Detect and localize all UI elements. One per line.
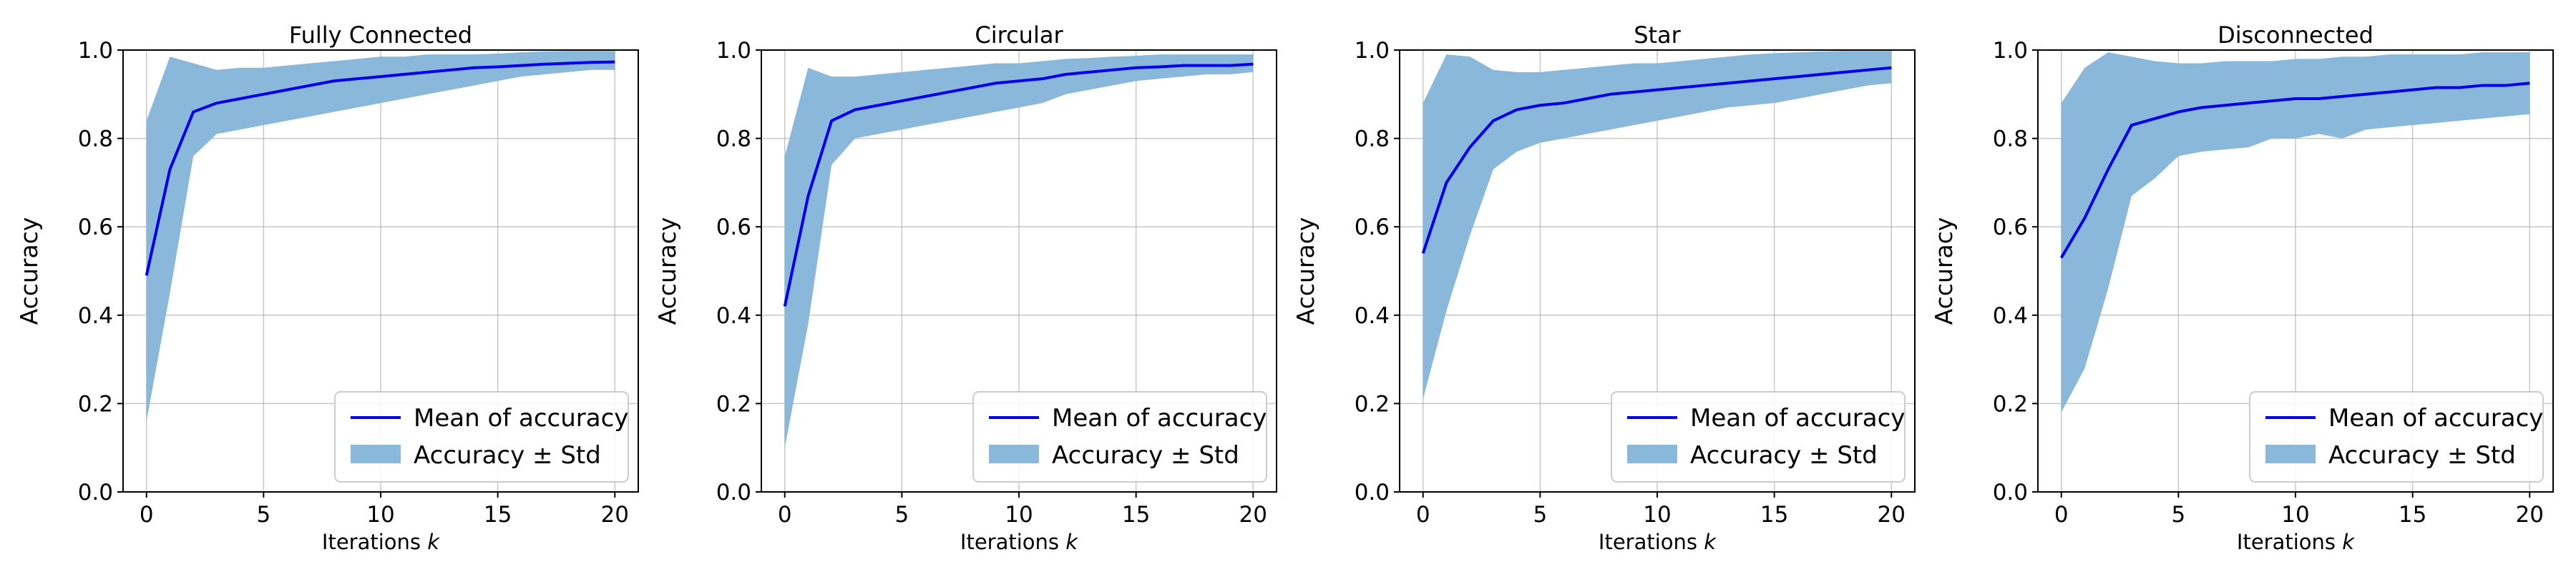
legend-box bbox=[1611, 391, 1906, 483]
x-axis-label: Iterations k bbox=[322, 530, 440, 554]
y-tick-label: 0.6 bbox=[1993, 214, 2028, 240]
chart-panel-1: 0 5 10 15 20 0.0 0.2 0.4 0.6 0.8 1.0 Fully Connecte… bbox=[15, 21, 639, 554]
mean-line bbox=[2060, 82, 2530, 259]
y-tick-label: 0.6 bbox=[78, 214, 113, 240]
x-tick-label: 15 bbox=[2399, 502, 2426, 528]
chart-title: Star bbox=[1634, 21, 1681, 49]
x-tick-label: 5 bbox=[1533, 502, 1547, 528]
legend-box bbox=[972, 391, 1267, 483]
x-tick-label: 10 bbox=[1005, 502, 1033, 528]
legend-band-swatch bbox=[351, 445, 401, 463]
y-tick-label: 0.2 bbox=[716, 391, 751, 417]
y-tick-label: 0.8 bbox=[1993, 127, 2028, 152]
y-tick-label: 0.8 bbox=[78, 127, 113, 152]
std-band bbox=[2061, 52, 2530, 413]
y-tick-label: 0.4 bbox=[78, 303, 113, 329]
chart-title: Fully Connected bbox=[289, 21, 472, 49]
x-tick-label: 5 bbox=[2171, 502, 2185, 528]
x-tick-label: 20 bbox=[1878, 502, 1906, 528]
y-axis-label: Accuracy bbox=[15, 217, 43, 325]
y-tick-label: 0.0 bbox=[716, 480, 751, 506]
y-tick-label: 1.0 bbox=[1993, 38, 2028, 64]
x-tick-label: 5 bbox=[256, 502, 270, 528]
std-band bbox=[146, 51, 615, 422]
y-tick-label: 0.2 bbox=[1993, 391, 2028, 417]
x-tick-label: 10 bbox=[366, 502, 394, 528]
y-tick-label: 1.0 bbox=[716, 38, 751, 64]
mean-line bbox=[1421, 66, 1892, 254]
legend-label-std: Accuracy ± Std bbox=[414, 441, 601, 470]
y-tick-label: 1.0 bbox=[1355, 38, 1390, 64]
legend-label-mean: Mean of accuracy bbox=[414, 404, 628, 433]
y-tick-label: 0.4 bbox=[716, 303, 751, 329]
y-tick-label: 0.2 bbox=[1355, 391, 1390, 417]
y-tick-label: 0.8 bbox=[1355, 127, 1390, 152]
legend-band-swatch bbox=[2265, 445, 2316, 463]
chart-panel-4: 0 5 10 15 20 0.0 0.2 0.4 0.6 0.8 1.0 Disconnected It… bbox=[1930, 21, 2554, 554]
mean-line bbox=[145, 60, 615, 276]
chart-panel-2: 0 5 10 15 20 0.0 0.2 0.4 0.6 0.8 1.0 Circular Iterat… bbox=[653, 21, 1277, 554]
legend-label-std: Accuracy ± Std bbox=[1690, 441, 1878, 470]
mean-line bbox=[783, 62, 1254, 307]
chart-title: Circular bbox=[975, 21, 1063, 49]
x-tick-label: 15 bbox=[1760, 502, 1788, 528]
legend-label-std: Accuracy ± Std bbox=[2328, 441, 2516, 470]
legend-label-mean: Mean of accuracy bbox=[1052, 404, 1267, 433]
std-band bbox=[1423, 51, 1892, 400]
x-tick-label: 20 bbox=[601, 502, 629, 528]
x-axis-label: Iterations k bbox=[1599, 530, 1717, 554]
x-tick-label: 15 bbox=[1122, 502, 1150, 528]
x-tick-label: 0 bbox=[778, 502, 792, 528]
y-axis-label: Accuracy bbox=[1292, 217, 1319, 325]
y-tick-label: 0.0 bbox=[1993, 480, 2028, 506]
y-tick-label: 0.8 bbox=[716, 127, 751, 152]
legend-label-mean: Mean of accuracy bbox=[1690, 404, 1905, 433]
x-tick-label: 15 bbox=[484, 502, 512, 528]
y-tick-label: 0.0 bbox=[1355, 480, 1390, 506]
x-tick-label: 10 bbox=[2281, 502, 2309, 528]
legend-box bbox=[2249, 391, 2544, 483]
y-tick-label: 0.0 bbox=[78, 480, 113, 506]
y-tick-label: 0.6 bbox=[716, 214, 751, 240]
y-tick-label: 0.2 bbox=[78, 391, 113, 417]
x-axis-label: Iterations k bbox=[2237, 530, 2355, 554]
x-tick-label: 0 bbox=[1416, 502, 1430, 528]
x-tick-label: 20 bbox=[1239, 502, 1267, 528]
chart-title: Disconnected bbox=[2218, 21, 2373, 49]
x-tick-label: 0 bbox=[2054, 502, 2069, 528]
x-axis-label: Iterations k bbox=[960, 530, 1078, 554]
x-tick-label: 20 bbox=[2516, 502, 2544, 528]
x-tick-label: 0 bbox=[140, 502, 154, 528]
y-tick-label: 0.4 bbox=[1993, 303, 2028, 329]
legend-band-swatch bbox=[989, 445, 1039, 463]
x-tick-label: 5 bbox=[894, 502, 909, 528]
y-axis-label: Accuracy bbox=[1930, 217, 1958, 325]
legend-box bbox=[334, 391, 629, 483]
std-band bbox=[784, 54, 1254, 448]
chart-panel-3: 0 5 10 15 20 0.0 0.2 0.4 0.6 0.8 1.0 Star Iterations… bbox=[1292, 21, 1916, 554]
y-tick-label: 0.4 bbox=[1355, 303, 1390, 329]
legend-label-std: Accuracy ± Std bbox=[1052, 441, 1239, 470]
y-tick-label: 0.6 bbox=[1355, 214, 1390, 240]
legend-label-mean: Mean of accuracy bbox=[2328, 404, 2543, 433]
y-axis-label: Accuracy bbox=[653, 217, 681, 325]
y-tick-label: 1.0 bbox=[78, 38, 113, 64]
legend-band-swatch bbox=[1627, 445, 1677, 463]
x-tick-label: 10 bbox=[1643, 502, 1671, 528]
